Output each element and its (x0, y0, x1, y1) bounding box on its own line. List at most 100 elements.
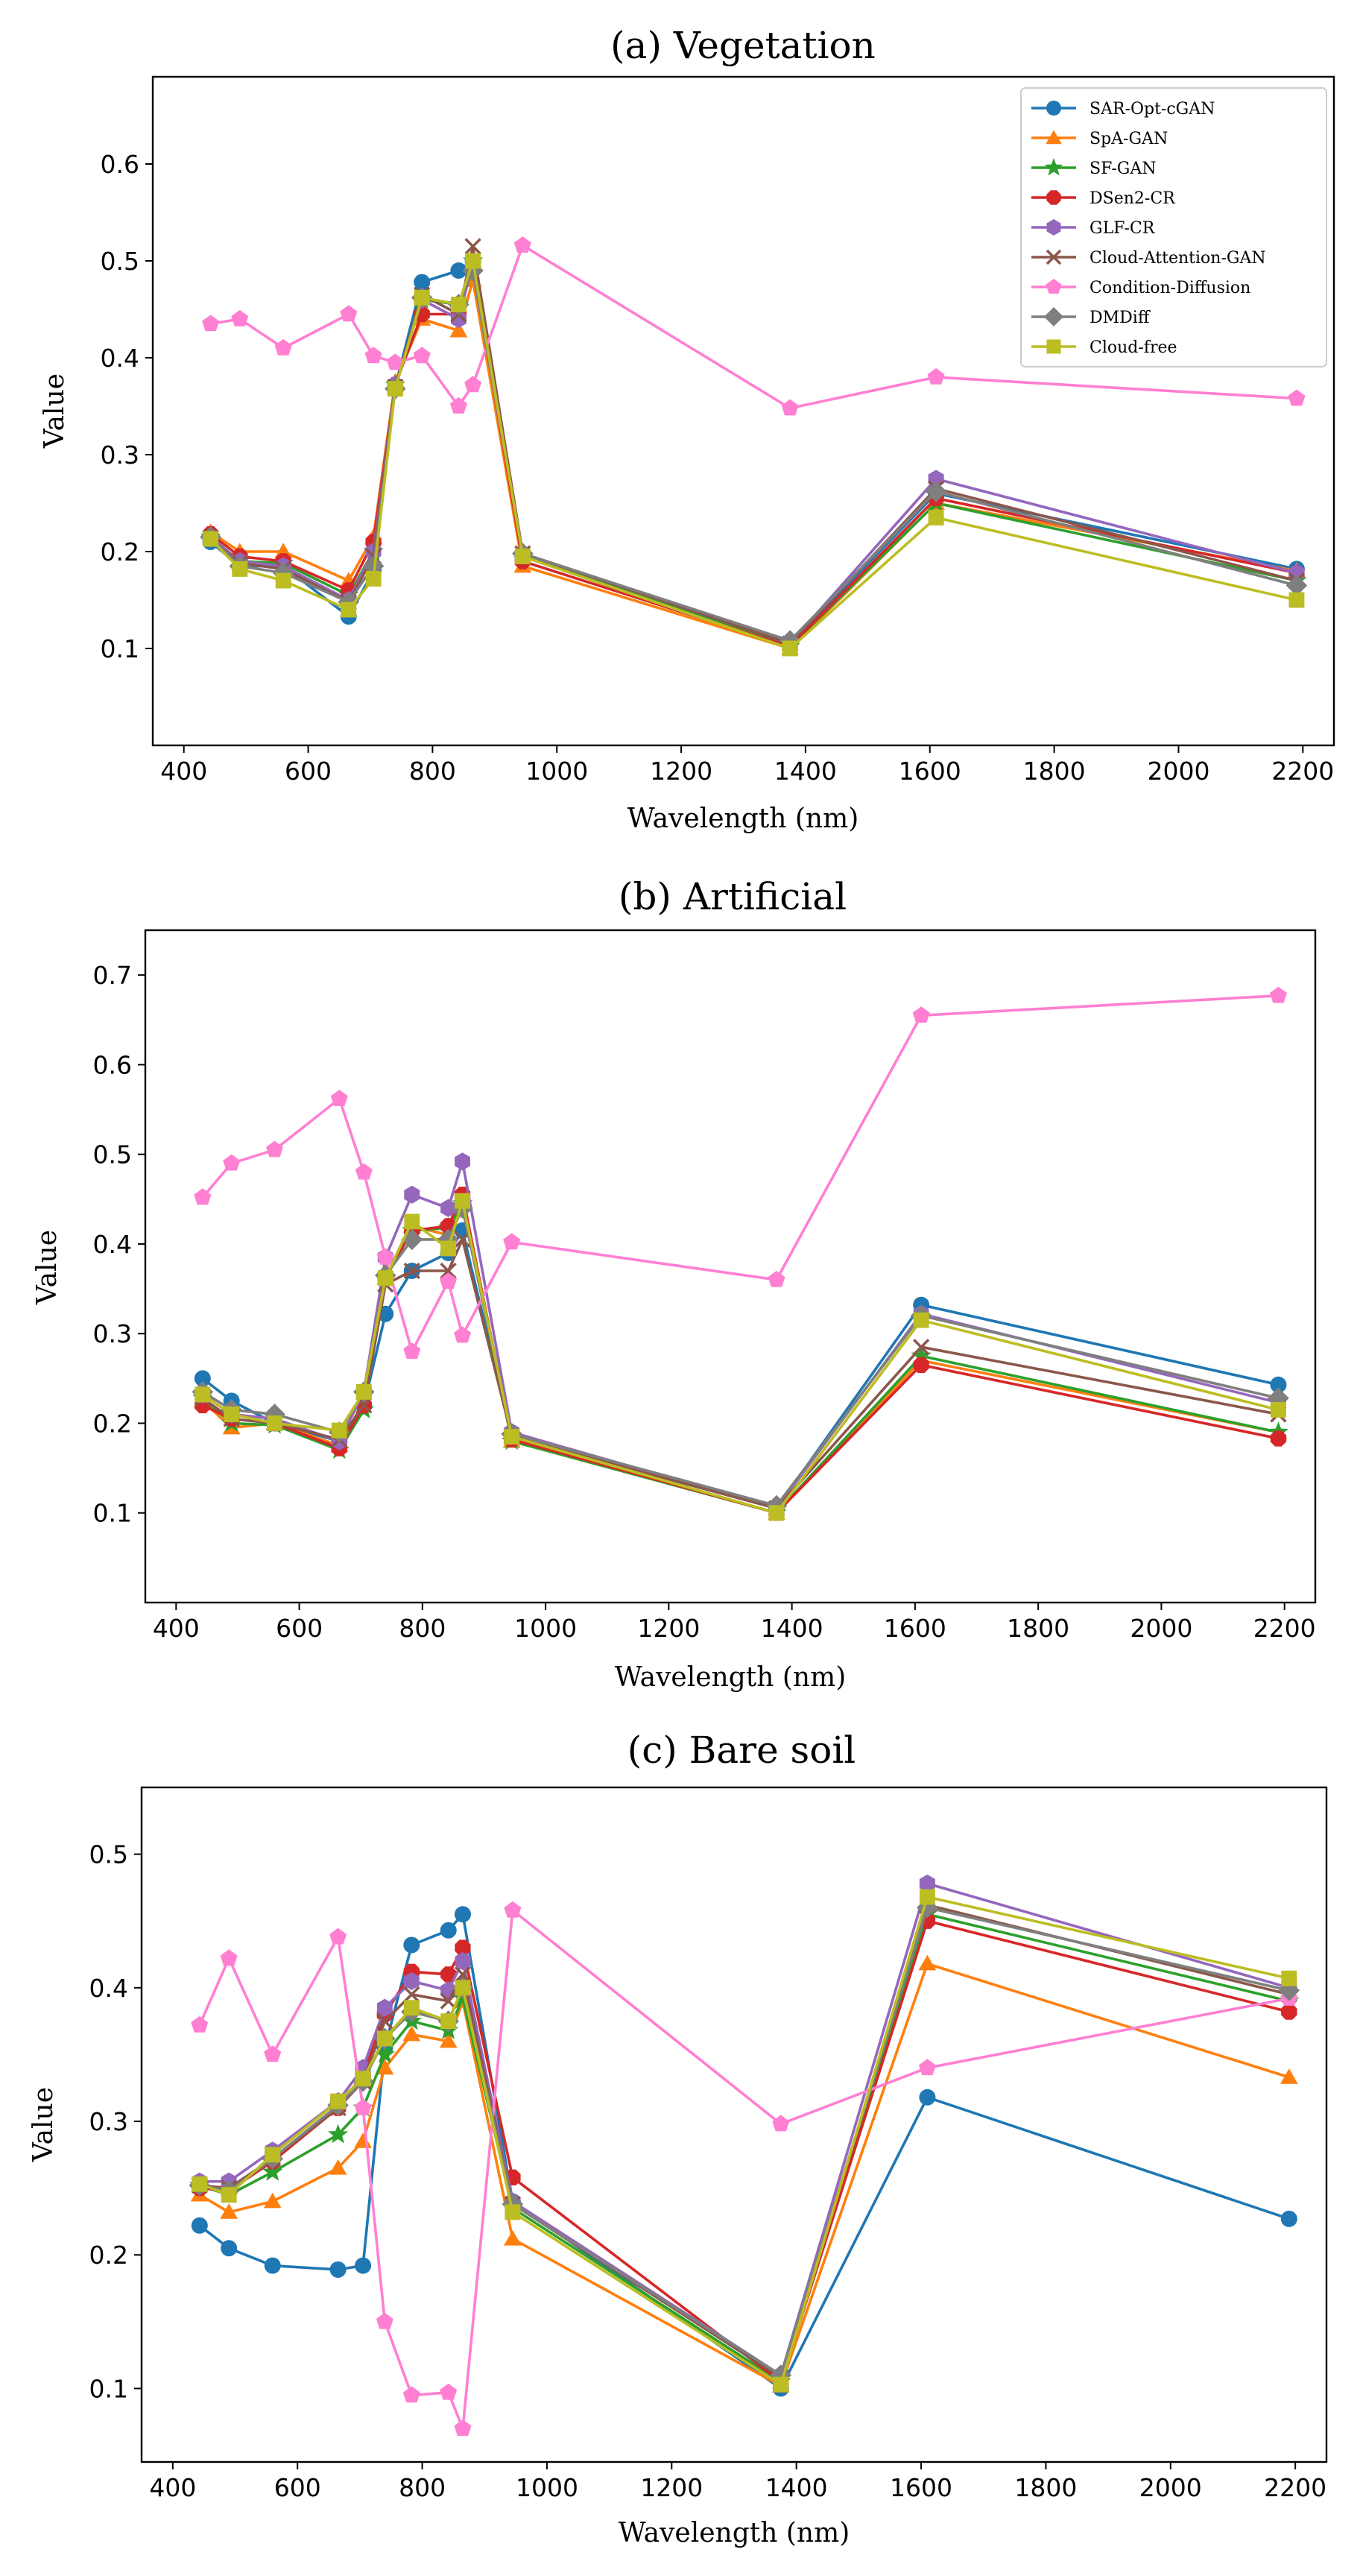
x-tick-label: 2000 (1139, 2473, 1202, 2502)
y-tick-label: 0.1 (89, 2374, 128, 2403)
series-line-spa-gan (198, 1962, 1290, 2387)
x-tick-label: 1800 (1023, 757, 1086, 786)
data-point-condition-diffusion (330, 1090, 348, 1106)
data-point-condition-diffusion (413, 347, 431, 364)
series-line-cloud-attention-gan (201, 1238, 1279, 1510)
y-tick-label: 0.2 (93, 1409, 132, 1438)
data-point-sar-opt-cgan (414, 274, 431, 291)
data-point-cloud-free (195, 1386, 211, 1403)
data-point-dmdiff (362, 555, 385, 577)
data-point-cloud-free (275, 572, 291, 589)
series-spa-gan (193, 1190, 1288, 1520)
data-point-cloud-free (377, 1270, 393, 1287)
data-point-condition-diffusion (191, 2015, 209, 2033)
data-point-condition-diffusion (918, 2059, 936, 2076)
x-tick-label: 2200 (1264, 2473, 1326, 2502)
data-point-sar-opt-cgan (919, 2089, 936, 2106)
x-tick-label: 1400 (761, 1614, 823, 1643)
data-point-sf-gan (262, 2161, 283, 2181)
data-point-cloud-free (455, 1193, 471, 1209)
x-tick-label: 800 (399, 2473, 446, 2502)
chart-title: (b) Artificial (619, 875, 847, 918)
y-tick-label: 0.4 (101, 344, 139, 373)
y-tick-label: 0.3 (101, 441, 139, 470)
legend-marker (1046, 279, 1062, 294)
x-tick-label: 400 (153, 1614, 200, 1643)
data-point-cloud-free (267, 1415, 282, 1431)
legend-label: GLF-CR (1090, 219, 1156, 238)
data-point-sar-opt-cgan (191, 2217, 208, 2234)
data-point-condition-diffusion (231, 309, 249, 326)
data-point-cloud-free (782, 640, 798, 657)
x-tick-label: 600 (274, 2473, 321, 2502)
plot-frame (151, 75, 1335, 747)
data-point-condition-diffusion (355, 1163, 373, 1180)
data-point-spa-gan (402, 2025, 421, 2042)
data-point-cloud-free (376, 2030, 393, 2047)
data-point-sf-gan (911, 1345, 932, 1365)
legend-marker (1046, 249, 1062, 265)
data-point-dsen2-cr (440, 1966, 457, 1983)
x-tick-label: 1400 (765, 2473, 828, 2502)
legend-marker (1046, 101, 1061, 116)
x-tick-label: 1000 (514, 1614, 577, 1643)
data-point-cloud-free (913, 1312, 929, 1328)
data-point-spa-gan (263, 2192, 282, 2209)
data-point-sar-opt-cgan (221, 2240, 238, 2257)
y-tick-label: 0.3 (89, 2107, 128, 2136)
data-point-condition-diffusion (274, 338, 292, 356)
data-point-condition-diffusion (329, 1928, 347, 1945)
data-point-condition-diffusion (376, 1248, 394, 1265)
data-point-cloud-free (928, 510, 944, 525)
series-spa-gan (190, 1954, 1298, 2393)
legend-item-condition-diffusion: Condition-Diffusion (1031, 279, 1250, 297)
series-sar-opt-cgan (191, 1906, 1297, 2397)
data-point-cloud-free (330, 2093, 347, 2109)
data-point-glf-cr (455, 1152, 470, 1171)
y-axis-label: Value (32, 1230, 63, 1305)
data-point-sf-gan (374, 2044, 395, 2063)
legend-item-dmdiff: DMDiff (1031, 307, 1151, 327)
x-tick-label: 400 (160, 757, 207, 786)
data-point-spa-gan (504, 2230, 522, 2246)
data-point-sar-opt-cgan (329, 2261, 347, 2278)
series-line-dsen2-cr (202, 1193, 1279, 1515)
data-point-sar-opt-cgan (194, 1370, 211, 1387)
y-tick-label: 0.5 (89, 1840, 128, 1869)
data-point-dmdiff (1285, 575, 1308, 596)
legend-marker (1046, 339, 1061, 354)
data-point-sar-opt-cgan (450, 262, 467, 279)
y-tick-label: 0.6 (93, 1050, 132, 1079)
data-point-cloud-attention-gan (376, 2012, 393, 2030)
data-point-condition-diffusion (772, 2115, 790, 2132)
data-point-condition-diffusion (454, 1326, 472, 1343)
series-glf-cr (192, 1874, 1297, 2384)
data-point-spa-gan (918, 1954, 937, 1971)
data-point-sf-gan (328, 2124, 349, 2144)
chart-panel-vegetation: (a) Vegetation 400 600 800 1000 1200 1400 1600… (39, 24, 1335, 834)
data-point-condition-diffusion (927, 367, 945, 385)
data-point-cloud-free (331, 1422, 347, 1439)
data-point-cloud-free (355, 1383, 372, 1400)
data-point-cloud-free (232, 561, 248, 577)
data-point-sar-opt-cgan (264, 2257, 281, 2274)
data-point-cloud-free (919, 1889, 935, 1905)
data-point-condition-diffusion (386, 353, 404, 370)
data-point-sar-opt-cgan (355, 2257, 372, 2274)
data-point-cloud-attention-gan (454, 1966, 472, 1983)
data-point-condition-diffusion (1288, 389, 1306, 406)
data-point-sar-opt-cgan (1280, 2210, 1297, 2227)
data-point-spa-gan (439, 2032, 458, 2048)
series-cloud-free (195, 1193, 1286, 1521)
data-point-condition-diffusion (513, 236, 531, 253)
x-tick-label: 2000 (1147, 757, 1209, 786)
data-point-cloud-free (414, 289, 430, 306)
legend-item-glf-cr: GLF-CR (1031, 219, 1156, 238)
y-tick-label: 0.1 (101, 634, 139, 663)
data-point-glf-cr (376, 1998, 393, 2017)
y-tick-label: 0.5 (93, 1140, 132, 1169)
legend-marker (1046, 130, 1062, 145)
data-point-condition-diffusion (402, 2386, 420, 2403)
data-point-cloud-free (440, 2013, 457, 2030)
series-line-cloud-free (201, 1199, 1279, 1515)
